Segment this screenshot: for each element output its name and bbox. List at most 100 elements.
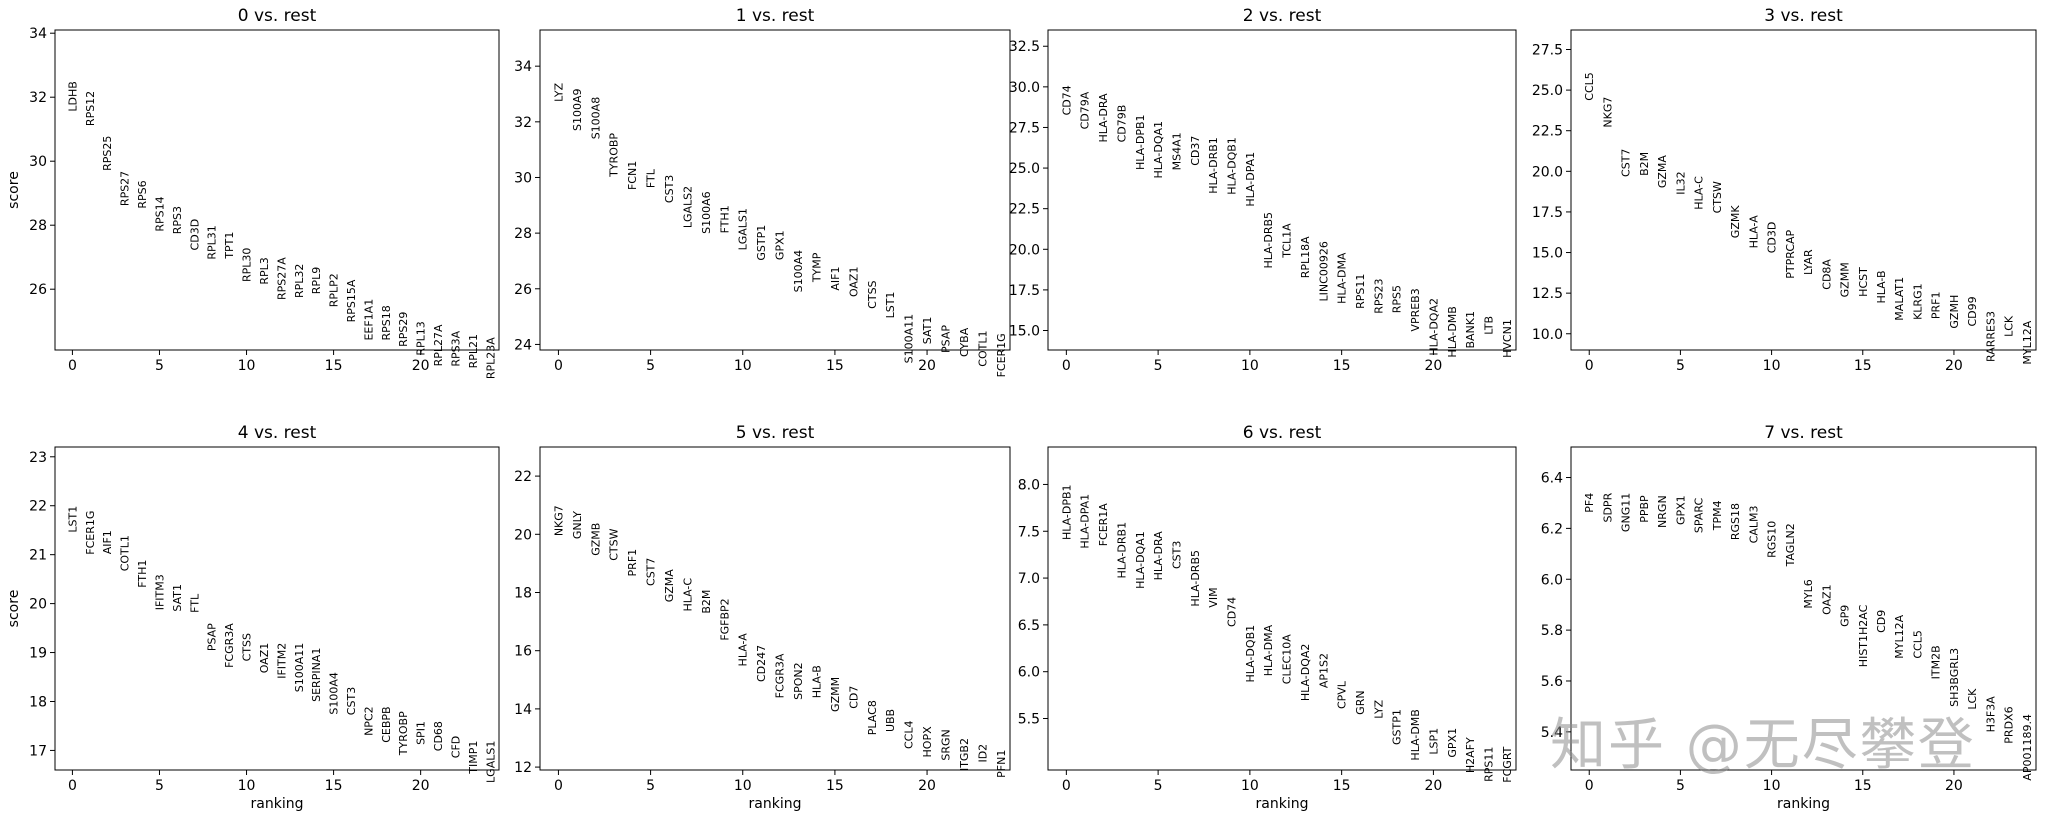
gene-label: AP001189.4	[2021, 714, 2034, 781]
gene-label: SAT1	[171, 584, 184, 612]
panel-2: 2 vs. rest 0 5 10 15 20 15.0 17.5 20.0 22.5 25.0 27…	[1009, 6, 1517, 374]
gene-label: RPS29	[397, 312, 410, 347]
y-tick-label: 17.5	[1009, 283, 1040, 299]
panel-7: 7 vs. rest 0 5 10 15 20 5.4 5.6 5.8 6.0 6.2 6.4 rank…	[1541, 423, 2037, 812]
y-tick-label: 18	[29, 694, 47, 710]
gene-label: FCER1G	[84, 511, 97, 555]
gene-label: PF4	[1583, 493, 1596, 513]
gene-label: AP1S2	[1317, 653, 1330, 688]
gene-label: FCGR3A	[223, 623, 236, 668]
gene-label: S100A6	[700, 191, 713, 234]
y-tick-label: 5.8	[1541, 623, 1563, 639]
gene-label: GNLY	[571, 511, 584, 539]
x-axis-label: ranking	[251, 796, 304, 812]
y-tick-label: 23	[29, 450, 47, 466]
gene-label: CD8A	[1820, 259, 1833, 290]
gene-label: B2M	[700, 590, 713, 614]
y-tick-label: 10.0	[1532, 327, 1563, 343]
gene-label: CTSW	[1711, 181, 1724, 213]
gene-label: GZMA	[663, 569, 676, 603]
x-tick-label: 5	[1154, 358, 1163, 374]
y-tick-label: 19	[29, 646, 47, 662]
x-tick-label: 15	[325, 778, 343, 794]
gene-label: GZMK	[1729, 205, 1742, 239]
gene-label: GZMM	[829, 677, 842, 712]
gene-label: MYL12A	[2021, 320, 2034, 364]
panel-3: 3 vs. rest 0 5 10 15 20 10.0 12.5 15.0 17.5 20.0 22…	[1532, 6, 2037, 374]
gene-label: LYZ	[1372, 699, 1385, 718]
gene-label: PSAP	[206, 623, 219, 651]
gene-label: TAGLN2	[1784, 523, 1797, 567]
y-tick-label: 5.5	[1018, 712, 1040, 728]
y-tick-label: 22.5	[1532, 124, 1563, 140]
gene-label: HLA-DQB1	[1244, 625, 1257, 683]
gene-label: OAZ1	[258, 643, 271, 674]
gene-label: RPS14	[153, 196, 166, 231]
x-tick-label: 10	[238, 778, 256, 794]
gene-label: LDHB	[66, 81, 79, 111]
gene-label: LGALS1	[484, 741, 497, 783]
x-tick-label: 5	[646, 778, 655, 794]
gene-label: RPS6	[136, 180, 149, 208]
gene-label: GPX1	[1446, 728, 1459, 758]
gene-label: S100A9	[571, 88, 584, 131]
gene-label: GZMA	[1656, 155, 1669, 189]
gene-label: IL32	[1674, 171, 1687, 194]
gene-label: LTB	[1482, 316, 1495, 335]
gene-label: AIF1	[829, 267, 842, 291]
axes-frame	[539, 446, 1011, 771]
gene-label: PFN1	[995, 750, 1008, 778]
x-tick-label: 5	[1676, 358, 1685, 374]
gene-label: COTL1	[119, 535, 132, 571]
gene-label: HLA-DRB1	[1207, 137, 1220, 194]
gene-label: FCGRT	[1501, 746, 1514, 782]
gene-label: HLA-DQA2	[1427, 298, 1440, 356]
gene-label: HIST1H2AC	[1857, 604, 1870, 667]
gene-label: HLA-C	[681, 578, 694, 612]
gene-label: TPT1	[223, 232, 236, 260]
x-tick-label: 20	[412, 358, 430, 374]
gene-label: RPS25	[101, 136, 114, 171]
gene-label: TCL1A	[1281, 223, 1294, 259]
x-tick-label: 10	[1241, 778, 1259, 794]
gene-label: OAZ1	[1820, 584, 1833, 615]
x-tick-label: 20	[1424, 778, 1442, 794]
gene-label: SH3BGRL3	[1948, 648, 1961, 707]
y-tick-label: 20.0	[1532, 164, 1563, 180]
gene-label: RPS27A	[275, 257, 288, 300]
gene-label: RPL31	[206, 225, 219, 259]
gene-label: RPS3	[171, 206, 184, 234]
gene-label: CD79B	[1115, 105, 1128, 143]
y-tick-label: 6.5	[1018, 618, 1040, 634]
gene-label: HLA-DRB5	[1262, 212, 1275, 269]
y-tick-label: 12	[514, 760, 532, 776]
gene-label: EEF1A1	[362, 299, 375, 341]
y-tick-label: 28	[514, 226, 532, 242]
gene-label: GP9	[1839, 605, 1852, 627]
y-tick-label: 6.0	[1541, 572, 1563, 588]
gene-label: RPS11	[1482, 747, 1495, 782]
gene-label: OAZ1	[847, 267, 860, 298]
gene-label: RPS27	[119, 171, 132, 206]
gene-label: HLA-A	[737, 633, 750, 667]
gene-label: CST3	[345, 687, 358, 715]
gene-label: H3F3A	[1984, 696, 1997, 733]
gene-label: HLA-DMA	[1262, 624, 1275, 676]
gene-label: HLA-DQA1	[1152, 121, 1165, 179]
gene-label: CPVL	[1336, 680, 1349, 709]
gene-label: CD7	[847, 686, 860, 709]
gene-label: RPS12	[84, 91, 97, 126]
y-tick-label: 20	[514, 527, 532, 543]
gene-label: CD9	[1875, 610, 1888, 633]
gene-label: RGS10	[1766, 521, 1779, 558]
panel-title: 5 vs. rest	[736, 423, 815, 443]
gene-label: HCST	[1857, 267, 1870, 297]
x-tick-label: 5	[1154, 778, 1163, 794]
y-tick-label: 30	[514, 170, 532, 186]
x-tick-label: 15	[1854, 358, 1872, 374]
gene-label: HLA-DPB1	[1134, 114, 1147, 170]
gene-label: CD3D	[1766, 222, 1779, 254]
gene-label: ITGB2	[958, 738, 971, 771]
panel-0: 0 vs. rest 0 5 10 15 20 26 28 30 32 34 score LDHB RPS…	[6, 6, 500, 379]
